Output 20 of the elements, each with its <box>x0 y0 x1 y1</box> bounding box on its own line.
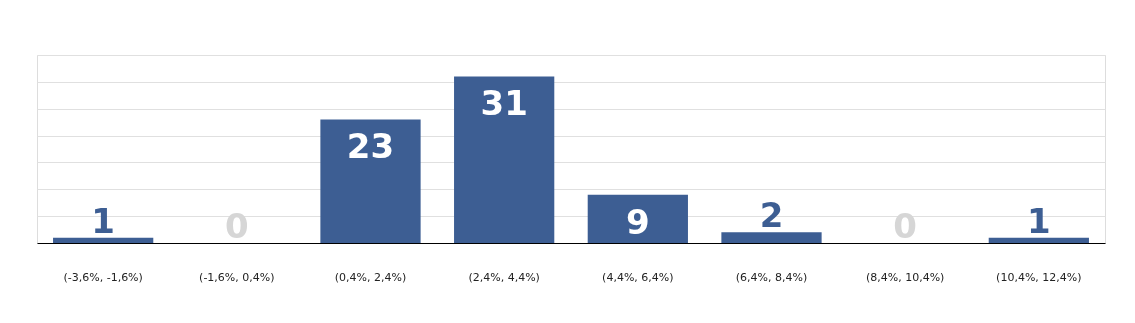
x-tick-label: (2,4%, 4,4%) <box>468 270 540 284</box>
x-tick-label: (-1,6%, 0,4%) <box>199 270 275 284</box>
bar <box>587 194 688 243</box>
data-label: 9 <box>626 201 650 242</box>
data-label: 2 <box>759 195 784 236</box>
bar <box>988 237 1089 243</box>
x-tick-label: (4,4%, 6,4%) <box>602 270 674 284</box>
x-tick-label: (8,4%, 10,4%) <box>865 270 945 284</box>
bar <box>721 232 822 243</box>
data-label: 1 <box>91 200 115 241</box>
data-label: 23 <box>346 126 395 167</box>
data-label: 1 <box>1027 200 1051 241</box>
x-tick-label: (0,4%, 2,4%) <box>334 270 407 284</box>
x-tick-label: (10,4%, 12,4%) <box>996 270 1082 284</box>
x-tick-label: (-3,6%, -1,6%) <box>63 270 143 284</box>
data-label: 31 <box>480 83 528 124</box>
x-tick-label: (6,4%, 8,4%) <box>735 270 808 284</box>
bar <box>53 237 154 243</box>
bar <box>454 76 555 243</box>
bar <box>320 119 421 243</box>
